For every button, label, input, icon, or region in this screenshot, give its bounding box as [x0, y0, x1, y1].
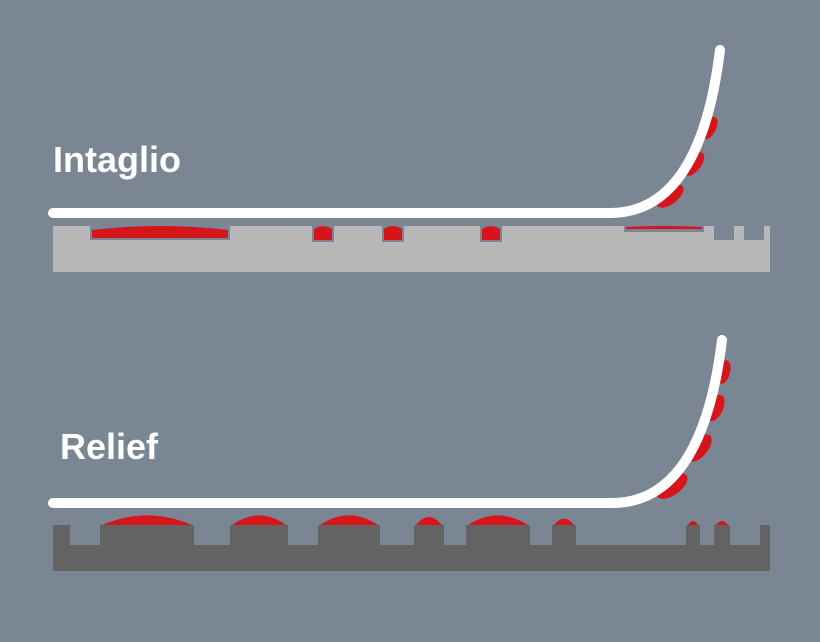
printmaking-diagram: Intaglio Relief	[0, 0, 820, 642]
intaglio-label: Intaglio	[53, 139, 181, 180]
ink-in-well	[626, 226, 702, 229]
ink-in-well	[482, 226, 500, 240]
relief-section: Relief	[53, 340, 770, 571]
ink-in-well	[314, 226, 332, 240]
ink-on-surface	[688, 521, 698, 525]
ink-in-well	[384, 226, 402, 240]
relief-label: Relief	[60, 426, 159, 467]
ink-on-surface	[102, 515, 192, 525]
ink-on-surface	[554, 519, 574, 525]
ink-in-well	[92, 226, 228, 238]
ink-on-surface	[232, 515, 286, 525]
intaglio-section: Intaglio	[53, 50, 770, 272]
ink-on-surface	[416, 517, 442, 525]
relief-plate	[53, 525, 770, 571]
ink-on-surface	[716, 521, 728, 525]
ink-on-surface	[468, 515, 528, 525]
ink-on-surface	[320, 515, 378, 525]
paper-sheet	[53, 50, 720, 213]
paper-sheet	[53, 340, 722, 503]
